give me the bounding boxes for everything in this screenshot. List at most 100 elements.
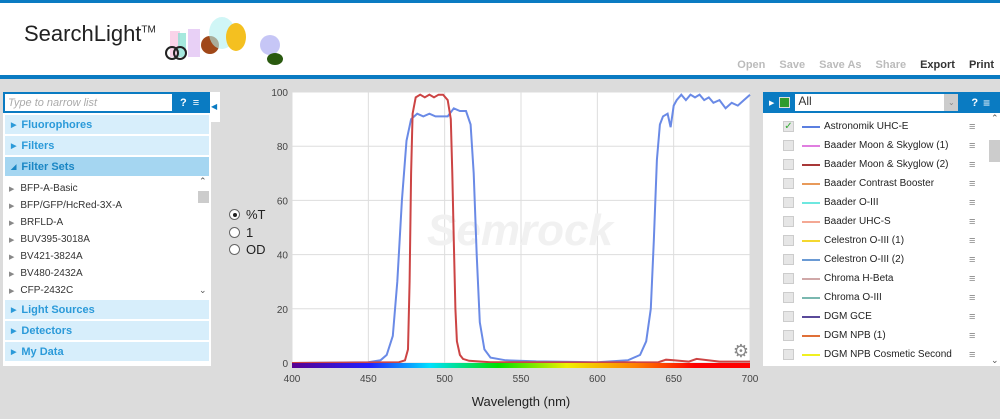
checkbox[interactable]	[783, 178, 794, 189]
x-tick-label: 400	[284, 374, 301, 385]
print-button[interactable]: Print	[968, 59, 994, 71]
narrow-list-input[interactable]	[5, 94, 172, 111]
filter-list-item[interactable]: DGM NPB (1) ≡	[763, 326, 1000, 345]
checkbox[interactable]	[783, 235, 794, 246]
section-filters[interactable]: ▶ Filters	[5, 136, 209, 155]
y-tick-label: 80	[277, 142, 289, 153]
caret-right-icon: ▶	[11, 142, 17, 150]
row-menu-icon[interactable]: ≡	[969, 253, 976, 266]
section-label: Fluorophores	[21, 118, 93, 131]
caret-right-icon: ▶	[9, 219, 15, 227]
filter-list-item[interactable]: Baader Contrast Booster ≡	[763, 174, 1000, 193]
section-light-sources[interactable]: ▶ Light Sources	[5, 300, 209, 319]
checkbox[interactable]	[783, 140, 794, 151]
help-icon[interactable]: ?	[971, 96, 979, 109]
scroll-down-icon[interactable]: ⌄	[199, 285, 207, 295]
radio-od[interactable]: OD	[229, 241, 266, 259]
list-item[interactable]: ▶ BV421-3824A	[3, 248, 211, 265]
x-tick-label: 600	[589, 374, 606, 385]
filter-list-item[interactable]: Celestron O-III (2) ≡	[763, 250, 1000, 269]
filter-list-item[interactable]: Baader UHC-S ≡	[763, 212, 1000, 231]
list-scrollbar[interactable]: ⌃ ⌄	[989, 113, 1000, 366]
filter-list-item[interactable]: DGM GCE ≡	[763, 307, 1000, 326]
scroll-thumb[interactable]	[198, 191, 209, 203]
filter-name: DGM GCE	[824, 311, 872, 322]
menu-icon[interactable]: ≡	[983, 95, 991, 110]
checkbox[interactable]	[783, 292, 794, 303]
row-menu-icon[interactable]: ≡	[969, 310, 976, 323]
right-panel-header: ▶ All ⌄ ? ≡	[763, 92, 1000, 113]
chevron-down-icon[interactable]: ⌄	[944, 94, 959, 111]
list-item[interactable]: ▶ BFP-A-Basic	[3, 180, 211, 197]
series-color-swatch	[802, 277, 820, 280]
row-menu-icon[interactable]: ≡	[969, 348, 976, 361]
list-item[interactable]: ▶ CFP-2432C	[3, 282, 211, 299]
scroll-down-icon[interactable]: ⌄	[991, 355, 999, 365]
row-menu-icon[interactable]: ≡	[969, 329, 976, 342]
section-my-data[interactable]: ▶ My Data	[5, 342, 209, 361]
section-fluorophores[interactable]: ▶ Fluorophores	[5, 115, 209, 134]
section-detectors[interactable]: ▶ Detectors	[5, 321, 209, 340]
checkbox[interactable]	[783, 159, 794, 170]
scroll-up-icon[interactable]: ⌃	[199, 176, 207, 186]
list-item[interactable]: ▶ BFP/GFP/HcRed-3X-A	[3, 197, 211, 214]
radio-circle[interactable]	[229, 226, 240, 238]
open-button[interactable]: Open	[737, 59, 766, 71]
series-color-swatch	[802, 353, 820, 356]
caret-right-icon: ▶	[9, 185, 15, 193]
list-item[interactable]: ▶ BRFLD-A	[3, 214, 211, 231]
radio-percent-t[interactable]: %T	[229, 206, 266, 224]
row-menu-icon[interactable]: ≡	[969, 139, 976, 152]
checkbox[interactable]: ✓	[783, 121, 794, 132]
checkbox[interactable]	[783, 197, 794, 208]
list-item[interactable]: ▶ BV480-2432A	[3, 265, 211, 282]
list-scrollbar[interactable]: ⌃ ⌄	[197, 176, 209, 298]
filter-list-item[interactable]: Baader Moon & Skyglow (2) ≡	[763, 155, 1000, 174]
x-tick-label: 700	[742, 374, 759, 385]
filter-list-item[interactable]: Celestron O-III (1) ≡	[763, 231, 1000, 250]
series-color-swatch	[802, 258, 820, 261]
list-item-label: BRFLD-A	[20, 217, 64, 228]
filter-list-item[interactable]: Baader O-III ≡	[763, 193, 1000, 212]
row-menu-icon[interactable]: ≡	[969, 177, 976, 190]
radio-circle[interactable]	[229, 209, 240, 221]
settings-gear-icon[interactable]: ⚙	[733, 341, 749, 361]
filter-list-item[interactable]: DGM NPB Cosmetic Second ≡	[763, 345, 1000, 364]
checkbox[interactable]	[783, 311, 794, 322]
help-icon[interactable]: ?	[180, 96, 187, 109]
category-select[interactable]: All ⌄	[795, 94, 959, 111]
save-button[interactable]: Save	[779, 59, 806, 71]
row-menu-icon[interactable]: ≡	[969, 272, 976, 285]
list-item-label: BV421-3824A	[20, 251, 83, 262]
menu-icon[interactable]: ≡	[192, 96, 200, 109]
checkbox[interactable]	[783, 273, 794, 284]
scroll-up-icon[interactable]: ⌃	[991, 113, 999, 123]
scroll-thumb[interactable]	[989, 140, 1000, 162]
radio-circle[interactable]	[229, 244, 240, 256]
collapse-left-panel-button[interactable]: ◀	[210, 92, 220, 122]
export-button[interactable]: Export	[920, 59, 955, 71]
row-menu-icon[interactable]: ≡	[969, 158, 976, 171]
caret-right-icon[interactable]: ▶	[769, 99, 775, 107]
filter-name: Astronomik UHC-E	[824, 121, 909, 132]
section-filter-sets[interactable]: ◢ Filter Sets	[5, 157, 209, 176]
filter-list-item[interactable]: ✓ Astronomik UHC-E ≡	[763, 117, 1000, 136]
filter-list-item[interactable]: Chroma H-Beta ≡	[763, 269, 1000, 288]
filter-list-item[interactable]: Baader Moon & Skyglow (1) ≡	[763, 136, 1000, 155]
checkbox[interactable]	[783, 349, 794, 360]
row-menu-icon[interactable]: ≡	[969, 234, 976, 247]
checkbox[interactable]	[783, 254, 794, 265]
list-item[interactable]: ▶ BUV395-3018A	[3, 231, 211, 248]
checkbox[interactable]	[783, 216, 794, 227]
row-menu-icon[interactable]: ≡	[969, 215, 976, 228]
share-button[interactable]: Share	[875, 59, 907, 71]
select-all-icon[interactable]	[779, 97, 791, 108]
save-as-button[interactable]: Save As	[819, 59, 862, 71]
row-menu-icon[interactable]: ≡	[969, 196, 976, 209]
section-label: Filters	[21, 139, 55, 152]
row-menu-icon[interactable]: ≡	[969, 120, 976, 133]
row-menu-icon[interactable]: ≡	[969, 291, 976, 304]
checkbox[interactable]	[783, 330, 794, 341]
radio-fraction[interactable]: 1	[229, 224, 266, 242]
filter-list-item[interactable]: Chroma O-III ≡	[763, 288, 1000, 307]
